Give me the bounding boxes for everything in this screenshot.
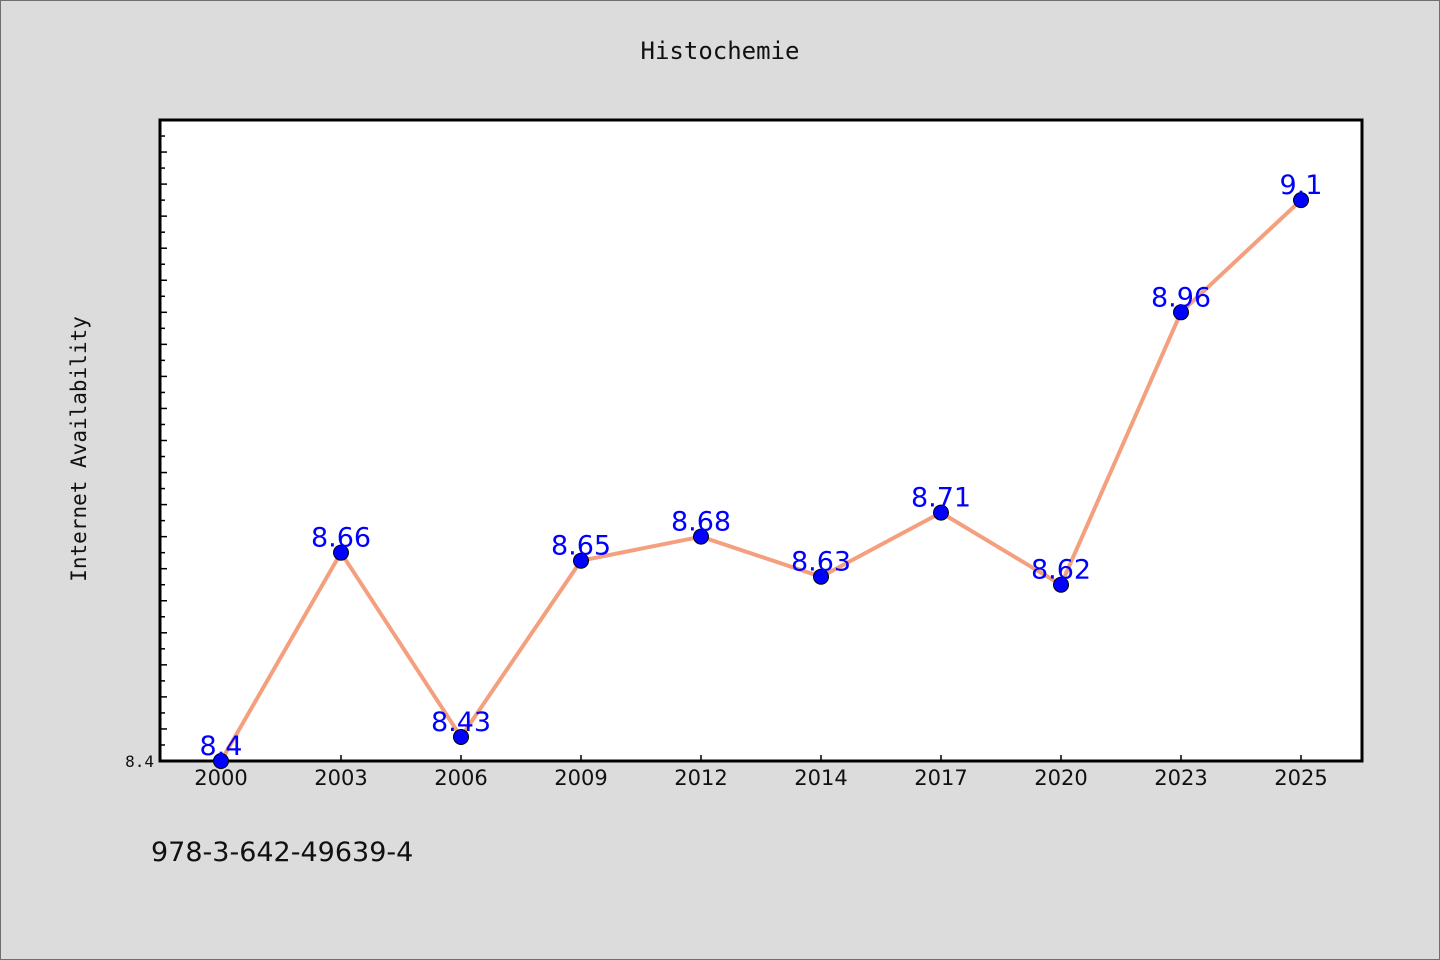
- data-label: 8.66: [311, 523, 371, 554]
- data-point: [693, 528, 709, 545]
- x-tick-label: 2000: [194, 766, 247, 790]
- data-point: [1173, 304, 1189, 321]
- x-tick-label: 2006: [434, 766, 487, 790]
- series-line: [219, 198, 1303, 762]
- y-tick-label: 8.4: [125, 752, 154, 771]
- data-label: 8.68: [671, 507, 731, 538]
- x-tick-label: 2009: [554, 766, 607, 790]
- data-point: [333, 544, 349, 561]
- data-point: [1053, 576, 1069, 593]
- data-point: [813, 568, 829, 585]
- x-tick-label: 2014: [794, 766, 847, 790]
- x-tick-label: 2020: [1034, 766, 1087, 790]
- data-label: 8.96: [1151, 282, 1211, 313]
- data-label: 8.63: [791, 547, 851, 578]
- series-layer: 8.4 8.66 8.43 8.65 8.68 8.63 8.71 8.62 8.96 9.1: [200, 170, 1323, 769]
- data-label: 8.71: [911, 483, 971, 514]
- x-tick-label: 2012: [674, 766, 727, 790]
- x-tick-label: 2023: [1154, 766, 1207, 790]
- data-point: [933, 504, 949, 521]
- x-axis-ticks: 2000 2003 2006 2009 2012 2014 2017 2020 2023 2025: [194, 755, 1328, 790]
- data-point: [213, 753, 229, 769]
- data-label: 8.43: [431, 707, 491, 738]
- data-label: 8.65: [551, 531, 611, 562]
- data-point: [1293, 192, 1309, 209]
- chart-title: Histochemie: [640, 37, 800, 65]
- x-tick-label: 2017: [914, 766, 967, 790]
- x-tick-label: 2003: [314, 766, 367, 790]
- data-point: [573, 552, 589, 569]
- data-point: [453, 728, 469, 745]
- plot-area: [158, 118, 1364, 763]
- footer-note: 978-3-642-49639-4: [151, 837, 414, 868]
- data-label: 8.62: [1031, 555, 1091, 586]
- data-label: 9.1: [1280, 170, 1323, 201]
- x-tick-label: 2025: [1274, 766, 1327, 790]
- y-axis-ticks: 8.4: [125, 135, 167, 771]
- data-label: 8.4: [200, 731, 243, 762]
